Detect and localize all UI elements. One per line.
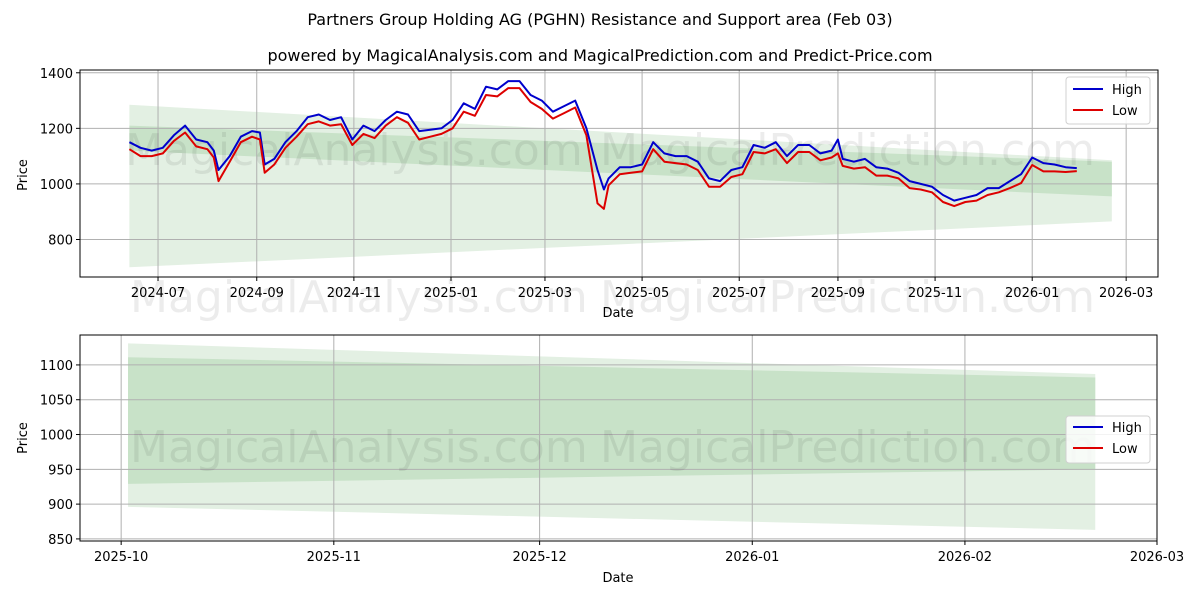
x-tick-label: 2025-12 — [512, 550, 566, 565]
x-tick-label: 2024-09 — [230, 286, 284, 301]
y-tick-label: 1000 — [40, 178, 73, 193]
watermark-prediction-bottom: MagicalPrediction.com — [600, 422, 1095, 473]
watermark-analysis-lower: MagicalAnalysis.com — [130, 272, 588, 323]
bottom-x-axis-label: Date — [602, 571, 633, 586]
y-tick-label: 1050 — [40, 394, 73, 409]
top-price-lines — [128, 80, 1077, 210]
bottom-axis-ticks: 2025-10 2025-11 2025-12 2026-01 2026-02 2026-… — [40, 359, 1184, 565]
legend-low-label: Low — [1112, 104, 1138, 119]
legend-low-label: Low — [1112, 442, 1138, 457]
top-resistance-support-bands — [129, 104, 1112, 268]
watermark-prediction: MagicalPrediction.com — [600, 125, 1095, 176]
y-tick-label: 850 — [48, 533, 73, 548]
y-tick-label: 1100 — [40, 359, 73, 374]
x-tick-label: 2025-11 — [307, 550, 361, 565]
low-price-line — [128, 87, 1077, 210]
inner-band — [128, 357, 1096, 484]
bottom-legend: High Low — [1065, 415, 1151, 464]
bottom-y-axis-label: Price — [16, 422, 31, 454]
x-tick-label: 2025-10 — [94, 550, 148, 565]
x-tick-label: 2024-07 — [131, 286, 185, 301]
top-x-axis-label: Date — [602, 306, 633, 321]
y-tick-label: 950 — [48, 463, 73, 478]
x-tick-label: 2025-01 — [424, 286, 478, 301]
bottom-axes-frame — [79, 334, 1158, 542]
watermark-prediction-lower: MagicalPrediction.com — [600, 272, 1095, 323]
x-tick-label: 2025-07 — [712, 286, 766, 301]
bottom-gridlines — [80, 335, 1158, 541]
y-tick-label: 1200 — [40, 122, 73, 137]
legend-high-label: High — [1112, 421, 1142, 436]
top-legend: High Low — [1065, 76, 1151, 125]
x-tick-label: 2026-03 — [1099, 286, 1153, 301]
legend-high-label: High — [1112, 83, 1142, 98]
y-tick-label: 900 — [48, 498, 73, 513]
chart-title: Partners Group Holding AG (PGHN) Resista… — [307, 10, 893, 29]
top-axes-frame — [79, 69, 1159, 278]
watermark-analysis-bottom: MagicalAnalysis.com — [130, 422, 588, 473]
top-chart: MagicalAnalysis.com MagicalPrediction.co… — [16, 67, 1159, 323]
chart-subtitle: powered by MagicalAnalysis.com and Magic… — [267, 46, 933, 65]
top-axis-ticks: 2024-07 2024-09 2024-11 2025-01 2025-03 2025-… — [40, 67, 1153, 301]
y-tick-label: 800 — [48, 233, 73, 248]
x-tick-label: 2026-03 — [1130, 550, 1184, 565]
top-y-axis-label: Price — [16, 159, 31, 191]
watermark-analysis: MagicalAnalysis.com — [125, 125, 583, 176]
bottom-chart: MagicalAnalysis.com MagicalPrediction.co… — [16, 334, 1184, 586]
x-tick-label: 2026-01 — [1005, 286, 1059, 301]
inner-band — [129, 125, 1112, 197]
x-tick-label: 2025-09 — [811, 286, 865, 301]
x-tick-label: 2024-11 — [327, 286, 381, 301]
high-price-line — [128, 80, 1077, 202]
x-tick-label: 2025-05 — [615, 286, 669, 301]
x-tick-label: 2025-03 — [518, 286, 572, 301]
top-gridlines — [80, 70, 1158, 277]
bottom-resistance-support-bands — [128, 343, 1096, 530]
x-tick-label: 2026-02 — [938, 550, 992, 565]
y-tick-label: 1000 — [40, 429, 73, 444]
x-tick-label: 2025-11 — [908, 286, 962, 301]
x-tick-label: 2026-01 — [725, 550, 779, 565]
y-tick-label: 1400 — [40, 67, 73, 82]
